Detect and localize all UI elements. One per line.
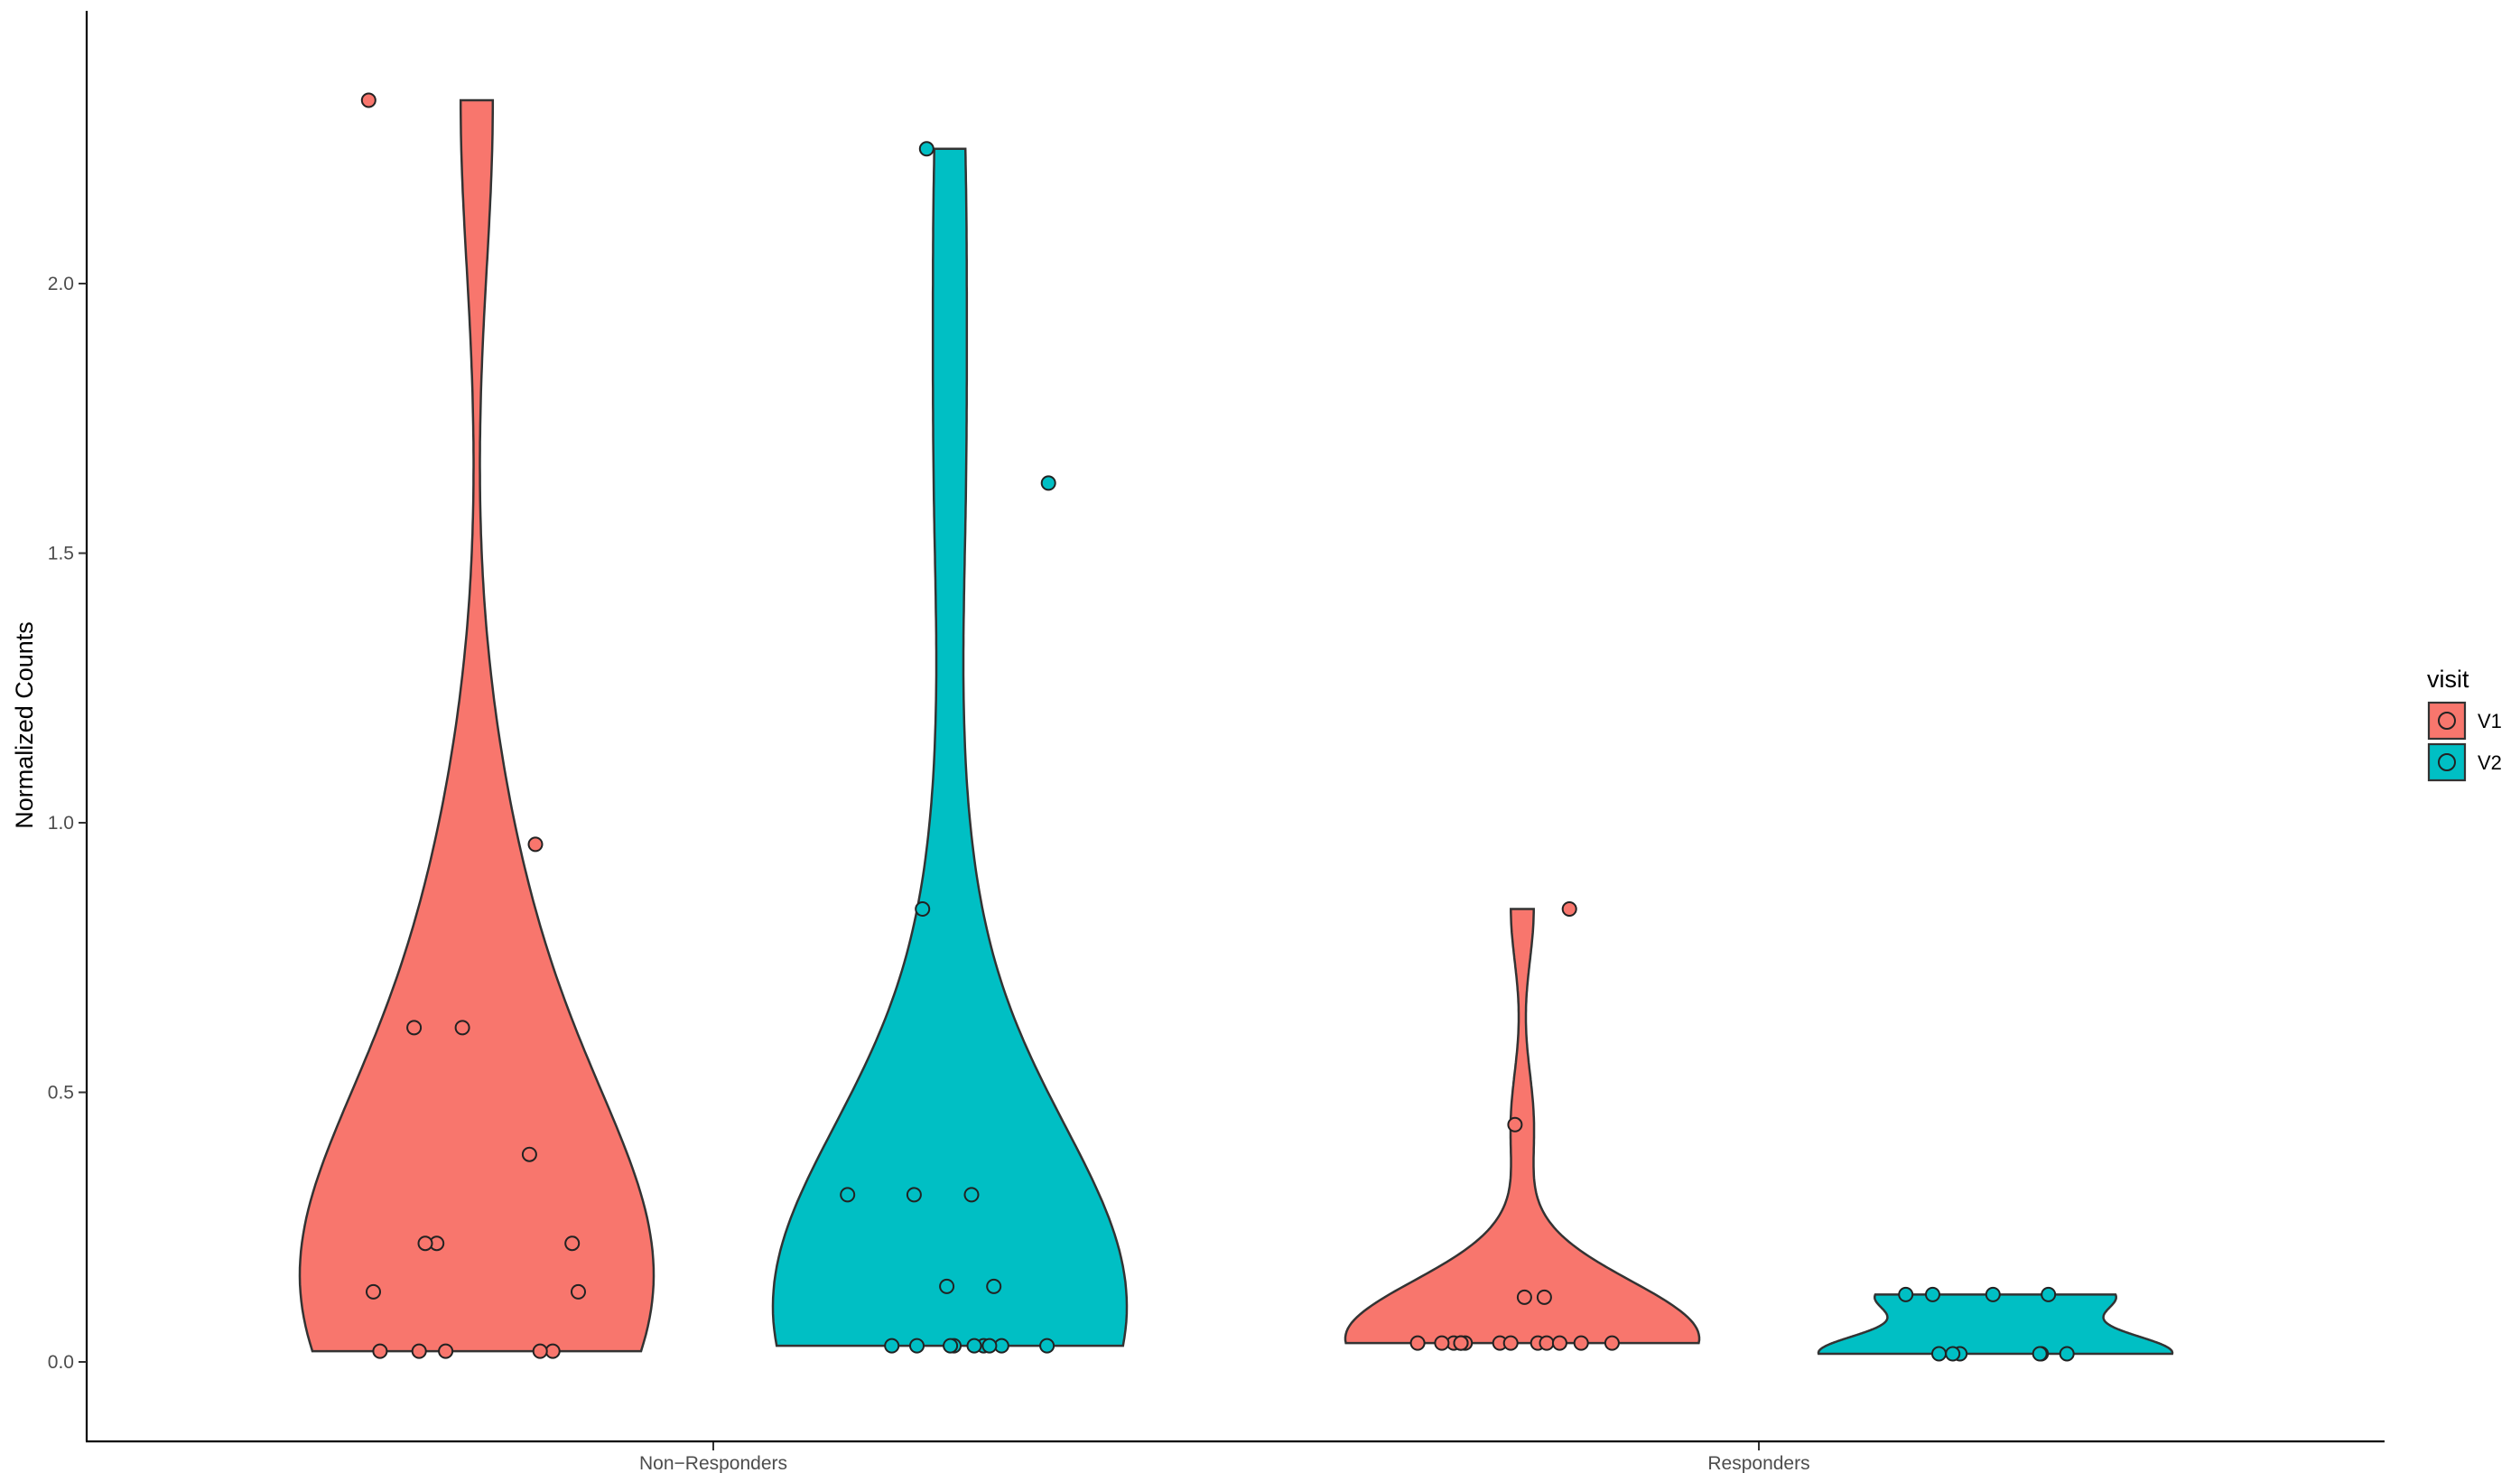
violin-v2-responders xyxy=(1817,1293,2174,1356)
data-point xyxy=(1561,901,1577,917)
x-tick-label: Responders xyxy=(1707,1453,1809,1473)
data-point xyxy=(2059,1346,2075,1362)
data-point xyxy=(909,1338,925,1354)
data-point xyxy=(1507,1116,1523,1133)
violins-layer xyxy=(298,98,2174,1356)
legend-key-v1 xyxy=(2427,701,2467,741)
y-tick-label: 0.0 xyxy=(48,1352,74,1373)
data-point xyxy=(1945,1346,1961,1362)
data-point xyxy=(915,901,931,917)
data-point xyxy=(564,1235,581,1252)
violin-v2-non-responders xyxy=(771,147,1129,1347)
data-point xyxy=(366,1283,381,1300)
y-tick-label: 0.5 xyxy=(48,1083,74,1104)
data-point xyxy=(417,1235,433,1252)
data-point xyxy=(1536,1289,1552,1305)
data-point xyxy=(1604,1335,1620,1351)
data-point xyxy=(1039,1338,1055,1354)
legend: visit V1 V2 xyxy=(2427,666,2502,782)
data-point xyxy=(411,1343,427,1359)
data-point xyxy=(1573,1335,1589,1351)
legend-label-v2: V2 xyxy=(2478,751,2502,774)
y-tick-label: 2.0 xyxy=(48,274,74,294)
y-tick-label: 1.0 xyxy=(48,813,74,834)
data-point xyxy=(544,1343,561,1359)
data-point xyxy=(527,836,544,853)
data-point xyxy=(1409,1335,1426,1351)
data-point xyxy=(986,1278,1002,1294)
violin-v1-non-responders xyxy=(298,98,656,1353)
legend-label-v1: V1 xyxy=(2478,710,2502,732)
data-point xyxy=(438,1343,454,1359)
legend-item-v1: V1 xyxy=(2427,701,2502,741)
data-point xyxy=(571,1283,586,1300)
y-tick-label: 1.5 xyxy=(48,544,74,564)
data-point xyxy=(1516,1289,1532,1305)
y-ticks: 0.0 0.5 1.0 1.5 2.0 xyxy=(48,274,87,1373)
x-ticks: Non−Responders Responders xyxy=(639,1442,1810,1473)
data-point xyxy=(1898,1286,1914,1302)
x-tick-label: Non−Responders xyxy=(639,1453,787,1473)
data-point xyxy=(1539,1335,1555,1351)
data-point xyxy=(918,141,935,157)
data-point xyxy=(1434,1335,1450,1351)
data-point xyxy=(360,92,377,108)
axes xyxy=(85,11,2385,1443)
data-point xyxy=(1551,1335,1567,1351)
data-point xyxy=(966,1338,982,1354)
points-layer xyxy=(360,92,2075,1362)
legend-title: visit xyxy=(2427,666,2469,693)
data-point xyxy=(1453,1335,1469,1351)
legend-key-v2-point xyxy=(2438,753,2456,771)
data-point xyxy=(1925,1286,1940,1302)
data-point xyxy=(1502,1335,1519,1351)
data-point xyxy=(372,1343,388,1359)
y-axis-title: Normalized Counts xyxy=(11,621,38,829)
data-point xyxy=(906,1187,922,1203)
data-point xyxy=(1040,475,1056,491)
data-point xyxy=(454,1020,470,1036)
data-point xyxy=(532,1343,548,1359)
data-point xyxy=(943,1338,959,1354)
data-point xyxy=(963,1187,980,1203)
data-point xyxy=(884,1338,900,1354)
legend-item-v2: V2 xyxy=(2427,742,2502,782)
data-point xyxy=(2032,1346,2048,1362)
legend-key-v1-point xyxy=(2438,712,2456,730)
data-point xyxy=(1985,1286,2001,1302)
data-point xyxy=(406,1020,423,1036)
data-point xyxy=(981,1338,998,1354)
data-point xyxy=(939,1278,955,1294)
data-point xyxy=(840,1187,856,1203)
data-point xyxy=(2041,1286,2057,1302)
legend-key-v2 xyxy=(2427,742,2467,782)
data-point xyxy=(521,1146,537,1162)
data-point xyxy=(1931,1346,1947,1362)
